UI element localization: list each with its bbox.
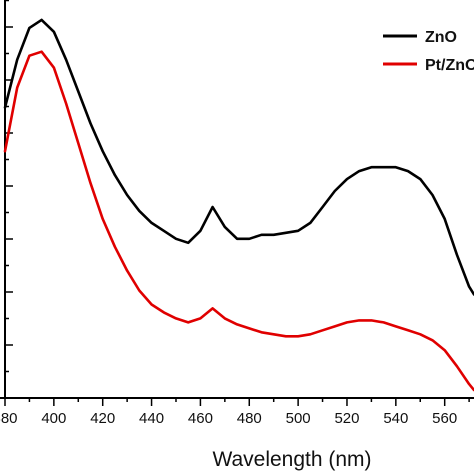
legend-label-pt-zno: Pt/ZnO: [425, 57, 474, 74]
x-tick-label: 460: [188, 410, 213, 427]
x-tick-label: 400: [41, 410, 66, 427]
legend-label-zno: ZnO: [425, 29, 457, 46]
y-axis-ticks: [5, 0, 13, 399]
x-tick-label: 480: [237, 410, 262, 427]
x-tick-label: 560: [432, 410, 457, 427]
series-layer: [3, 18, 474, 392]
x-tick-label: 380: [0, 410, 18, 427]
series-line-pt-zno: [3, 50, 474, 392]
x-tick-label: 500: [286, 410, 311, 427]
plot-frame: [0, 0, 474, 399]
x-tick-label: 520: [334, 410, 359, 427]
series-line-zno: [3, 18, 474, 296]
x-tick-label: 540: [383, 410, 408, 427]
x-tick-label: 420: [90, 410, 115, 427]
x-axis-ticks: 380 400 420 440 460 480 500 520 540 560: [0, 398, 470, 427]
x-tick-label: 440: [139, 410, 164, 427]
legend: ZnO Pt/ZnO: [383, 29, 474, 74]
x-axis-title: Wavelength (nm): [212, 448, 371, 471]
